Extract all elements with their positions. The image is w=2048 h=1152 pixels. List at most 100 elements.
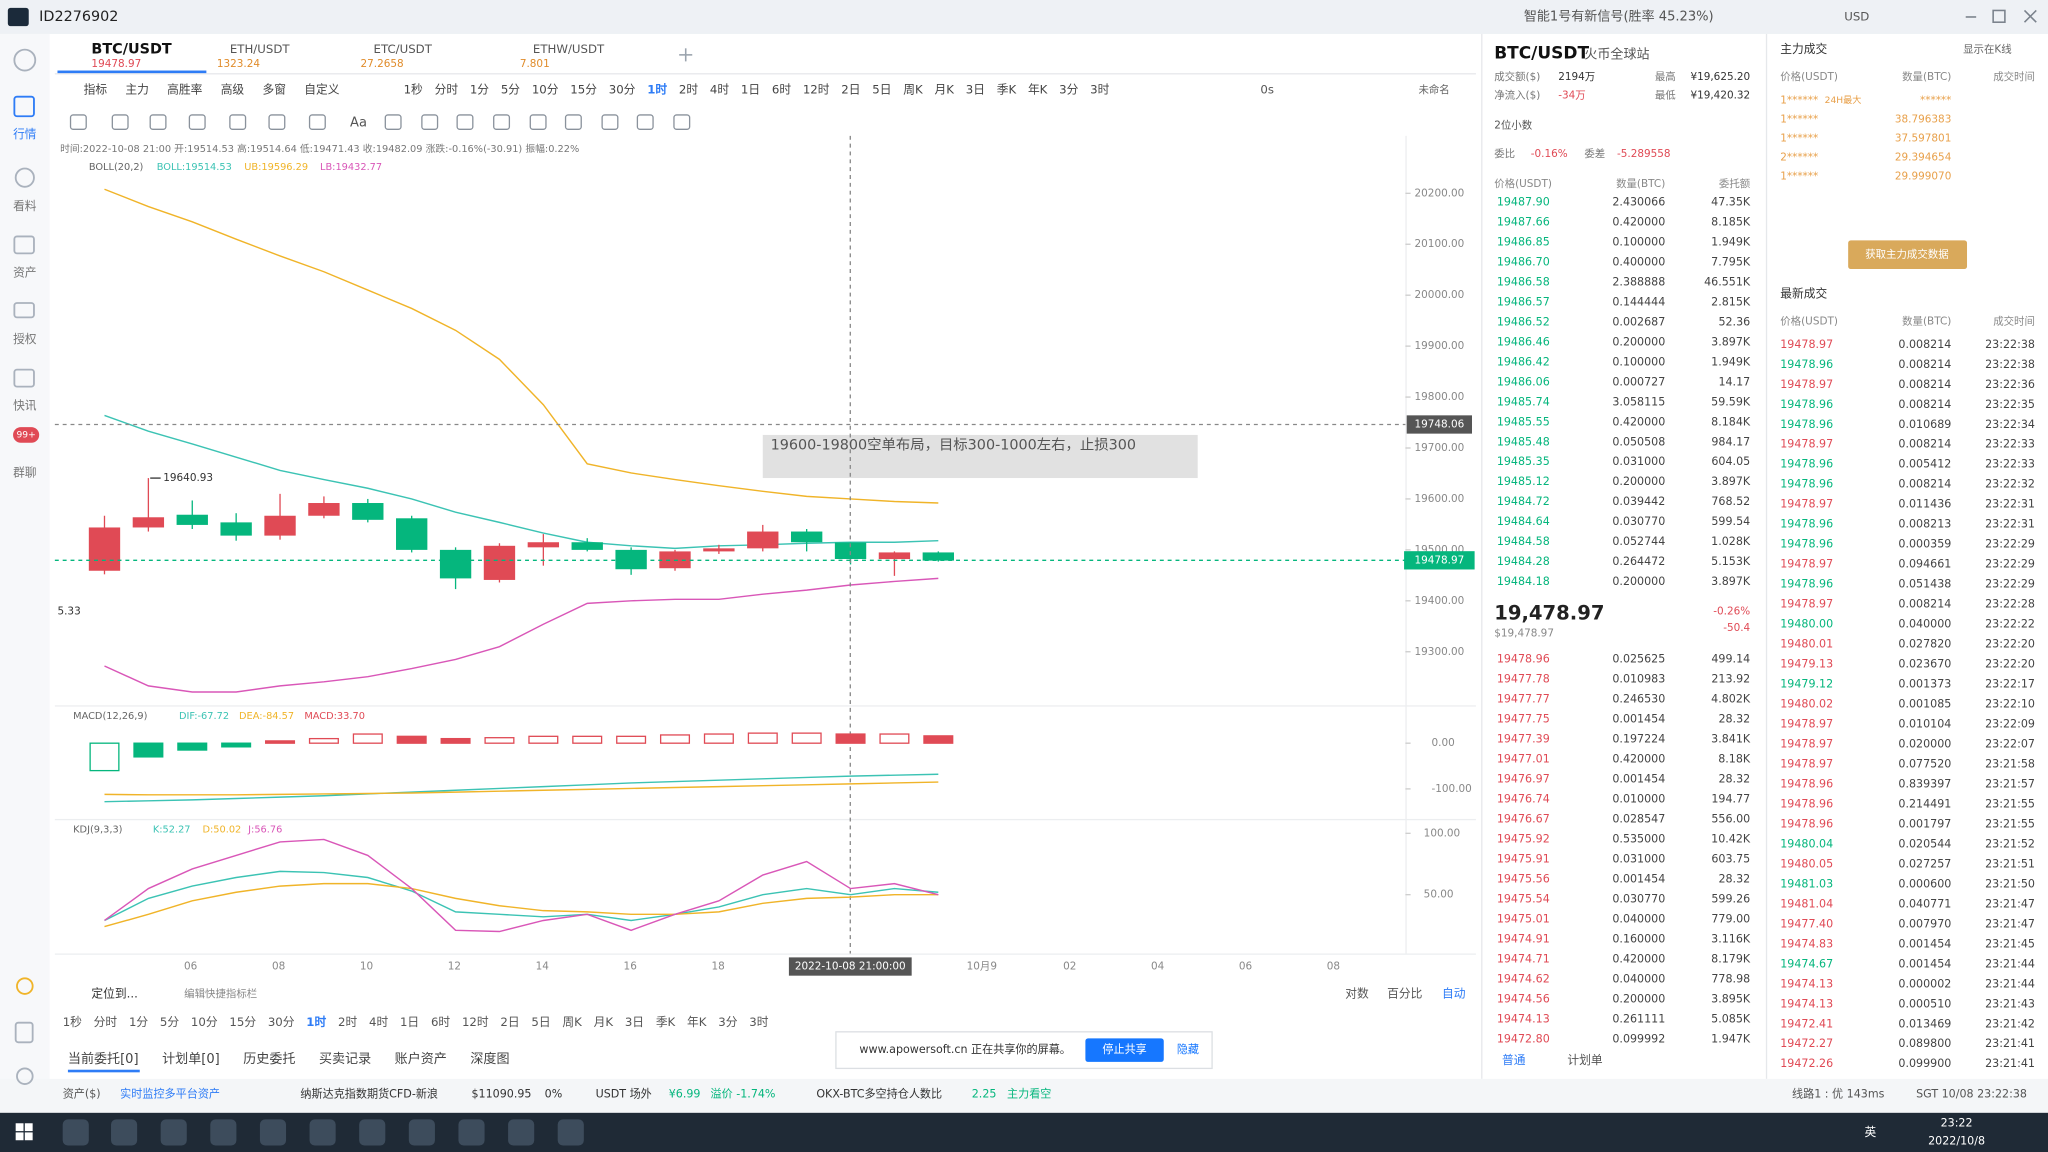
drawing-tool[interactable] (384, 114, 402, 130)
interval[interactable]: 1秒 (404, 83, 423, 97)
taskbar-app[interactable] (259, 1119, 287, 1146)
interval[interactable]: 5分 (501, 83, 520, 97)
edit-indicators[interactable]: 编辑快捷指标栏 (184, 987, 257, 1000)
book-price[interactable]: 19484.58 (1497, 535, 1550, 548)
tab-pair[interactable]: ETH/USDT (230, 42, 291, 56)
fetch-button[interactable] (1848, 240, 1968, 270)
bottom-tab[interactable]: 深度图 (470, 1051, 509, 1067)
toolbar-item[interactable]: 高胜率 (167, 83, 202, 97)
toolbar-item[interactable]: 多窗 (262, 83, 286, 97)
book-price[interactable]: 19474.91 (1497, 932, 1550, 945)
drawing-tool[interactable] (529, 114, 547, 130)
book-price[interactable]: 19477.78 (1497, 673, 1550, 686)
bottom-tab[interactable]: 计划单[0] (162, 1052, 220, 1067)
drawing-tool[interactable] (188, 114, 206, 130)
icon-globe[interactable] (13, 48, 37, 72)
book-price[interactable]: 19475.91 (1497, 852, 1550, 865)
interval[interactable]: 5分 (160, 1015, 179, 1029)
drawing-tool[interactable] (308, 114, 326, 130)
sidebar-item[interactable]: 快讯 (13, 399, 37, 413)
scale-option[interactable]: 百分比 (1387, 986, 1423, 1000)
tab-pair[interactable]: ETHW/USDT (533, 42, 605, 56)
book-tab[interactable]: 普通 (1502, 1053, 1526, 1067)
bottom-tab[interactable]: 历史委托 (243, 1052, 295, 1067)
interval[interactable]: 1日 (741, 83, 760, 97)
start-button[interactable] (15, 1123, 33, 1141)
interval[interactable]: 2时 (338, 1015, 357, 1029)
layout-name[interactable]: 未命名 (1418, 83, 1449, 96)
interval[interactable]: 2日 (841, 83, 860, 97)
interval[interactable]: 季K (656, 1015, 676, 1029)
interval[interactable]: 6时 (431, 1015, 450, 1029)
interval[interactable]: 12时 (462, 1015, 489, 1029)
interval[interactable]: 1时 (647, 83, 667, 97)
book-price[interactable]: 19475.56 (1497, 872, 1550, 885)
toolbar-item[interactable]: 指标 (84, 83, 108, 97)
book-price[interactable]: 19485.35 (1497, 455, 1550, 468)
bottom-tab[interactable]: 账户资产 (395, 1051, 447, 1067)
interval[interactable]: 5日 (872, 83, 891, 97)
interval[interactable]: 3日 (966, 83, 985, 97)
interval[interactable]: 年K (1028, 83, 1048, 97)
window-controls[interactable] (1965, 9, 2037, 23)
interval[interactable]: 1秒 (63, 1015, 82, 1029)
sidebar-item[interactable]: 看料 (13, 199, 37, 213)
book-price[interactable]: 19474.13 (1497, 1012, 1550, 1025)
tab-pair[interactable]: BTC/USDT (91, 42, 171, 58)
book-price[interactable]: 19476.67 (1497, 812, 1550, 825)
book-price[interactable]: 19484.64 (1497, 515, 1550, 528)
scale-option[interactable]: 对数 (1345, 986, 1369, 1000)
taskbar-app[interactable] (111, 1119, 138, 1146)
stop-share-button[interactable] (1085, 1038, 1164, 1062)
book-price[interactable]: 19486.58 (1497, 275, 1550, 288)
taskbar-app[interactable] (557, 1119, 584, 1146)
interval[interactable]: 1分 (129, 1015, 148, 1029)
signal-notice[interactable]: 智能1号有新信号(胜率 45.23%) (1524, 8, 1714, 24)
taskbar-app[interactable] (458, 1119, 485, 1146)
hide-share[interactable]: 隐藏 (1177, 1043, 1199, 1056)
toolbar-item[interactable]: 主力 (125, 83, 149, 97)
book-price[interactable]: 19475.92 (1497, 832, 1550, 845)
taskbar-app[interactable] (309, 1119, 336, 1146)
close[interactable] (2023, 9, 2037, 23)
drawing-tool[interactable] (111, 114, 129, 130)
icon-market[interactable] (13, 95, 35, 118)
book-price[interactable]: 19485.48 (1497, 435, 1550, 448)
interval[interactable]: 分时 (94, 1015, 118, 1029)
book-price[interactable]: 19474.71 (1497, 952, 1550, 965)
interval[interactable]: 1时 (306, 1015, 326, 1029)
book-price[interactable]: 19474.62 (1497, 972, 1550, 985)
interval[interactable]: 3分 (718, 1015, 737, 1029)
interval[interactable]: 季K (997, 83, 1017, 97)
interval[interactable]: 12时 (803, 83, 830, 97)
interval[interactable]: 分时 (435, 83, 459, 97)
drawing-tool[interactable] (636, 114, 654, 130)
taskbar-app[interactable] (359, 1119, 386, 1146)
show-on-kline[interactable]: 显示在K线 (1963, 43, 2012, 56)
maximize[interactable] (1992, 9, 2006, 23)
locate-button[interactable]: 定位到... (91, 986, 137, 1000)
interval[interactable]: 1分 (470, 83, 489, 97)
taskbar-app[interactable] (408, 1119, 435, 1146)
drawing-tool[interactable] (421, 114, 439, 130)
book-price[interactable]: 19486.70 (1497, 255, 1550, 268)
book-price[interactable]: 19477.77 (1497, 693, 1550, 706)
icon-phone[interactable] (14, 1021, 34, 1044)
book-price[interactable]: 19476.97 (1497, 772, 1550, 785)
book-price[interactable]: 19486.57 (1497, 295, 1550, 308)
book-price[interactable]: 19484.18 (1497, 575, 1550, 588)
interval[interactable]: 3时 (749, 1015, 768, 1029)
taskbar-app[interactable] (62, 1119, 89, 1146)
stop-share[interactable]: 停止共享 (1102, 1042, 1146, 1056)
book-price[interactable]: 19486.85 (1497, 235, 1550, 248)
taskbar-app[interactable] (508, 1119, 535, 1146)
book-tab[interactable]: 计划单 (1567, 1053, 1603, 1067)
sidebar-item[interactable]: 群聊 (13, 465, 37, 479)
drawing-tool[interactable] (69, 114, 87, 130)
interval[interactable]: 2时 (679, 83, 698, 97)
book-price[interactable]: 19476.74 (1497, 792, 1550, 805)
book-price[interactable]: 19477.39 (1497, 733, 1550, 746)
interval[interactable]: 周K (562, 1015, 582, 1029)
interval[interactable]: 30分 (609, 83, 636, 97)
book-price[interactable]: 19472.80 (1497, 1032, 1550, 1045)
